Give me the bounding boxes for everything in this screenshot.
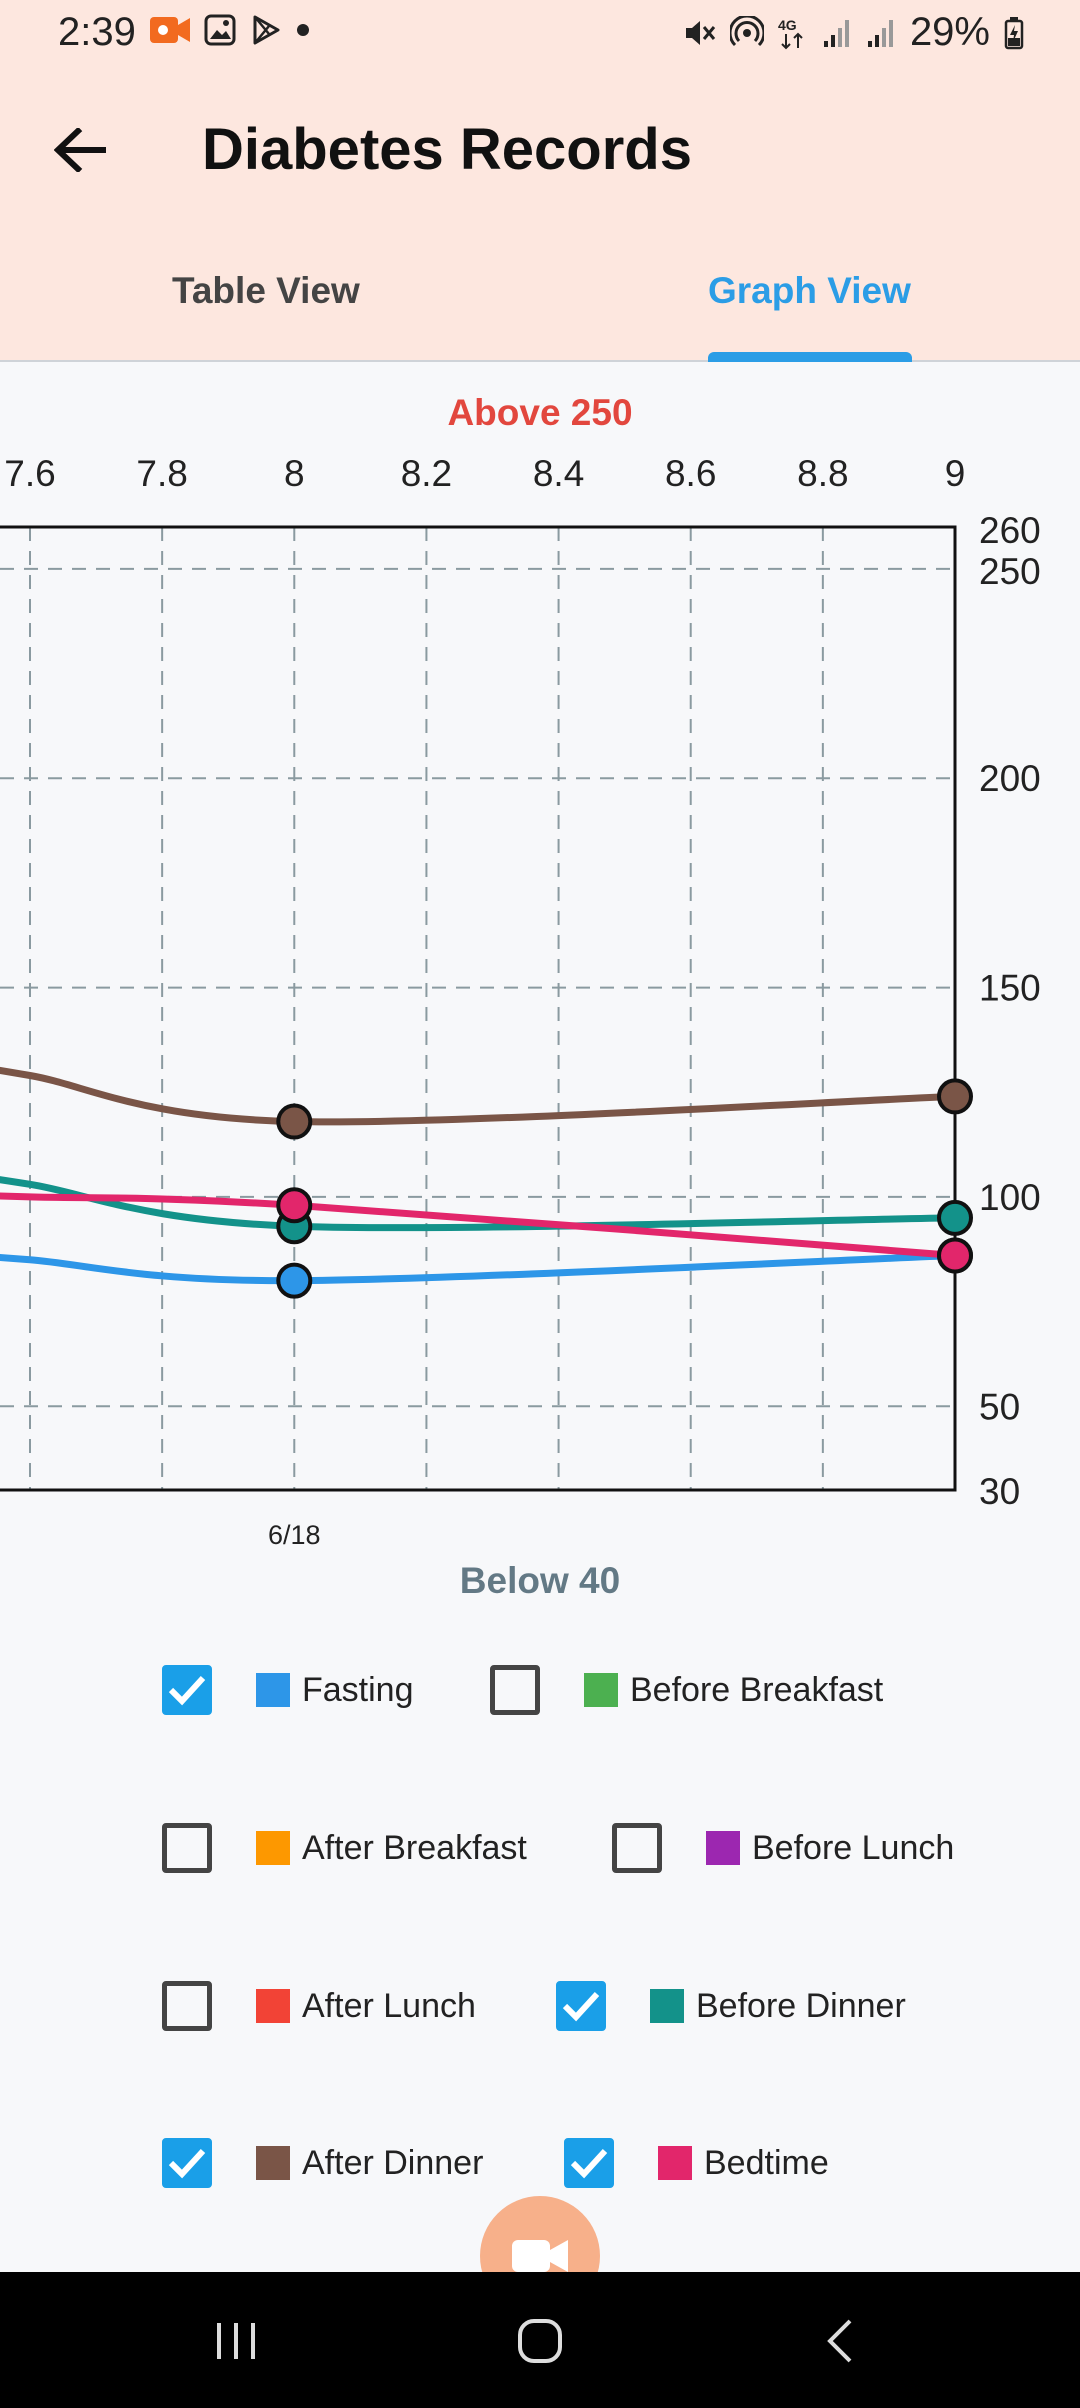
legend-item-after-dinner[interactable]: After Dinner — [162, 2133, 483, 2193]
y-tick-label: 200 — [979, 758, 1041, 799]
y-tick-label: 100 — [979, 1177, 1041, 1218]
legend-label: After Dinner — [302, 2143, 484, 2182]
legend-swatch — [650, 1989, 684, 2023]
battery-percent: 29% — [909, 10, 990, 54]
y-tick-label: 260 — [979, 510, 1041, 551]
legend-checkbox[interactable] — [490, 1665, 540, 1715]
x-tick-label: 8.8 — [797, 453, 848, 494]
nav-back-button[interactable] — [800, 2306, 880, 2376]
legend-label: After Lunch — [302, 1986, 476, 2025]
y-tick-label: 150 — [979, 968, 1041, 1009]
signal-icon — [867, 19, 893, 47]
x-tick-label: 7.8 — [136, 453, 187, 494]
data-point-after-dinner — [276, 1103, 313, 1140]
legend-checkbox[interactable] — [556, 1981, 606, 2031]
legend-checkbox[interactable] — [564, 2138, 614, 2188]
system-nav-bar — [0, 2272, 1080, 2408]
hotspot-icon — [729, 15, 764, 46]
x-tick-label: 8 — [284, 453, 305, 494]
tab-bar: Table View Graph View — [0, 230, 1080, 362]
plot-border — [0, 525, 957, 1492]
status-icons-left — [150, 14, 310, 46]
x-tick-label: 8.4 — [533, 453, 584, 494]
svg-text:4G: 4G — [778, 17, 797, 33]
legend-swatch — [658, 2146, 692, 2180]
y-tick-label: 30 — [979, 1471, 1020, 1512]
data-point-bedtime — [937, 1237, 973, 1274]
legend-item-bedtime[interactable]: Bedtime — [564, 2133, 829, 2193]
chart-area[interactable]: Above 250 7.6 7.8 8 8.2 8.4 8.6 8.8 9 260 250 200 1… — [0, 364, 1080, 1604]
legend-swatch — [256, 1831, 290, 1865]
battery-charging-icon — [1004, 16, 1024, 49]
legend-checkbox[interactable] — [162, 1823, 212, 1873]
data-point-bedtime — [276, 1187, 313, 1224]
legend-checkbox[interactable] — [162, 2138, 212, 2188]
dot-icon — [297, 24, 309, 36]
checkmark-icon — [168, 2148, 206, 2179]
legend-swatch — [706, 1831, 740, 1865]
video-record-icon — [150, 17, 190, 43]
legend-item-fasting[interactable]: Fasting — [162, 1660, 414, 1720]
signal-icon — [823, 19, 849, 47]
series-line-fasting — [0, 1252, 956, 1285]
data-point-before-dinner — [937, 1199, 973, 1236]
x-tick-label: 9 — [945, 453, 966, 494]
checkmark-icon — [168, 1675, 206, 1706]
tab-table-view[interactable]: Table View — [172, 270, 360, 311]
legend-swatch — [584, 1673, 618, 1707]
series-line-after-dinner — [0, 1066, 956, 1126]
below-threshold-label: Below 40 — [459, 1560, 621, 1601]
home-button[interactable] — [500, 2306, 580, 2376]
legend-label: Before Breakfast — [630, 1670, 884, 1709]
legend-swatch — [256, 1989, 290, 2023]
x-tick-label: 8.6 — [665, 453, 716, 494]
legend-label: After Breakfast — [302, 1828, 527, 1867]
legend-label: Fasting — [302, 1670, 414, 1709]
legend-item-before-dinner[interactable]: Before Dinner — [556, 1976, 906, 2036]
nav-back-icon — [827, 2319, 852, 2363]
gallery-icon — [204, 14, 236, 46]
page-title: Diabetes Records — [202, 117, 692, 182]
x-date-label: 6/18 — [268, 1520, 321, 1550]
arrow-left-icon — [54, 128, 106, 172]
data-point-fasting — [276, 1262, 313, 1299]
tab-graph-view[interactable]: Graph View — [708, 270, 911, 311]
mute-icon — [685, 20, 716, 45]
legend-checkbox[interactable] — [612, 1823, 662, 1873]
status-time: 2:39 — [58, 10, 136, 54]
legend-checkbox[interactable] — [162, 1981, 212, 2031]
recent-apps-button[interactable] — [196, 2306, 276, 2376]
back-button[interactable] — [40, 110, 120, 190]
status-icons-right: 4G 29% — [682, 10, 1024, 55]
recent-apps-icon — [217, 2323, 255, 2359]
y-tick-label: 50 — [979, 1386, 1020, 1427]
legend-item-before-lunch[interactable]: Before Lunch — [612, 1818, 954, 1878]
legend-checkbox[interactable] — [162, 1665, 212, 1715]
above-threshold-label: Above 250 — [447, 392, 633, 433]
tab-indicator — [708, 352, 912, 362]
data-point-after-dinner — [937, 1078, 973, 1115]
legend-label: Before Lunch — [752, 1828, 955, 1867]
checkmark-icon — [562, 1991, 600, 2022]
legend-item-after-breakfast[interactable]: After Breakfast — [162, 1818, 527, 1878]
legend-item-before-breakfast[interactable]: Before Breakfast — [490, 1660, 883, 1720]
legend-label: Before Dinner — [696, 1986, 906, 2025]
checkmark-icon — [570, 2148, 608, 2179]
legend-swatch — [256, 1673, 290, 1707]
x-tick-label: 7.6 — [4, 453, 55, 494]
legend-label: Bedtime — [704, 2143, 829, 2182]
legend-swatch — [256, 2146, 290, 2180]
legend-item-after-lunch[interactable]: After Lunch — [162, 1976, 476, 2036]
home-icon — [518, 2319, 562, 2363]
y-tick-label: 250 — [979, 551, 1041, 592]
network-4g-icon: 4G — [778, 17, 803, 49]
play-store-icon — [253, 15, 280, 45]
video-camera-icon — [512, 2240, 568, 2272]
x-tick-label: 8.2 — [401, 453, 452, 494]
status-bar: 2:39 4G 29% — [0, 0, 1080, 66]
